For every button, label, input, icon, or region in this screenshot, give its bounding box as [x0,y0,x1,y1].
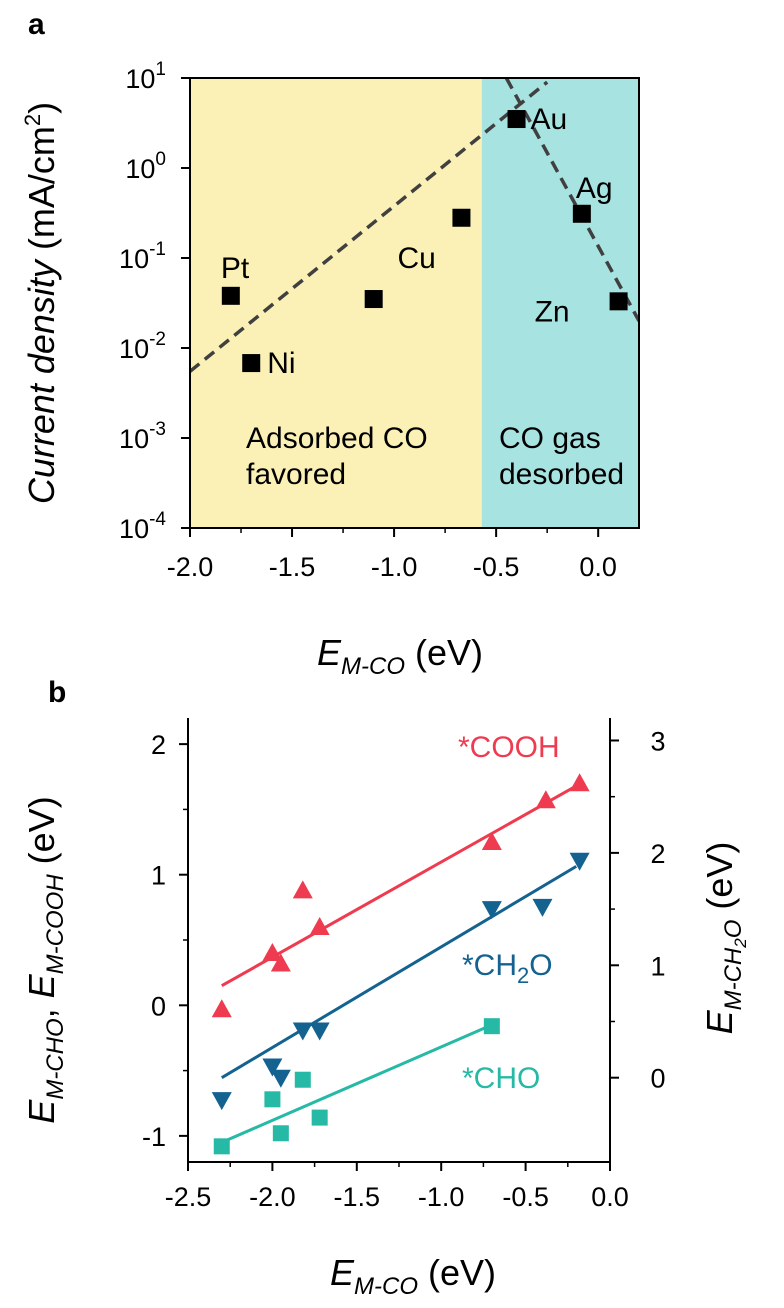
x-tick-label: -2.0 [249,1182,296,1212]
point-cho [213,1138,230,1155]
point-ch2o [569,852,590,871]
point-cooh [292,880,313,899]
y-right-tick-label: 1 [650,951,665,981]
point-zn [609,292,628,311]
fit-line-ch2o [220,865,578,1079]
point-label-au: Au [531,103,568,136]
panel-b-axes: -2.5 -2.0 -1.5 -1.0 -0.5 0.0 -1 0 1 2 0 1 2 3 [142,718,666,1212]
y-right-tick-label: 2 [650,839,665,869]
trend-line-1 [504,78,639,322]
panel-b-left-y-axis-title: EM-CHO, EM-COOH (eV) [21,796,69,1123]
point-ch2o [532,898,553,917]
panel-a-point-labels: Pt Ni Cu Au Ag Zn [221,103,613,380]
fit-line-cooh [221,784,577,988]
series-label-ch2o: *CH2O [462,949,553,988]
panel-b-points [211,773,590,1155]
x-tick-label: -1.5 [269,552,316,582]
y-left-tick-label: 2 [151,730,166,760]
x-tick-label: -1.5 [334,1182,381,1212]
point-cho [272,1125,289,1142]
x-tick-label: 0.0 [579,552,617,582]
series-label-cooh: *COOH [458,731,560,764]
x-tick-label: -2.0 [167,552,214,582]
y-tick-label: 10-4 [119,509,166,544]
point-cooh [481,832,502,851]
point-cooh [270,953,291,972]
region-desorbed-label-line1: CO gas [499,422,601,455]
point-pt [221,286,240,305]
point-cho [311,1109,328,1126]
panel-b: b *COOH *CH2O *CHO -2.5 -2.0 -1.5 -1.0 -0.5 0… [21,676,750,1300]
point-cooh [211,999,232,1018]
point-cho [294,1071,311,1088]
x-tick-label: -1.0 [418,1182,465,1212]
region-adsorbed-label-line1: Adsorbed CO [246,422,428,455]
point-ch2o [211,1092,232,1111]
point-ch2o [309,1022,330,1041]
panel-a-y-axis-title: Current density (mA/cm2) [20,102,62,504]
panel-a-x-axis: -2.0 -1.5 -1.0 -0.5 0.0 [167,528,617,582]
y-tick-label: 10-2 [119,329,166,364]
panel-a: a Adsorbed CO favored CO gas desorbed Pt… [20,8,640,680]
y-tick-label: 100 [125,149,166,184]
point-cu [452,208,471,227]
region-desorbed-label-line2: desorbed [499,458,624,491]
point-ni [242,354,261,373]
point-ch2o [262,1058,283,1077]
y-tick-label: 10-3 [119,419,166,454]
y-tick-label: 101 [125,59,166,94]
panel-a-points [221,110,628,373]
point-cooh [309,916,330,935]
y-tick-label: 10-1 [119,239,166,274]
point-cho [483,1018,500,1035]
point-label-ni: Ni [267,347,295,380]
point-label-ag: Ag [576,172,613,205]
panel-a-trend-lines [190,78,639,373]
panel-a-x-axis-title: EM-CO (eV) [317,632,483,680]
point-cooh [262,943,283,962]
y-left-tick-label: 1 [151,861,166,891]
point-ch2o [292,1022,313,1041]
panel-a-frame [189,77,640,529]
series-label-cho: *CHO [462,1062,540,1095]
y-right-tick-label: 3 [650,726,665,756]
panel-label-a: a [28,8,45,41]
x-tick-label: -1.0 [371,552,418,582]
point-ch2o [481,901,502,920]
point-cooh [535,790,556,809]
point-au [507,110,526,129]
point-label-cu: Cu [397,242,435,275]
x-tick-label: 0.0 [591,1182,629,1212]
y-right-tick-label: 0 [650,1064,665,1094]
point-label-zn: Zn [535,295,570,328]
x-tick-label: -0.5 [502,1182,549,1212]
point-unlabeled-2 [364,290,383,309]
point-label-pt: Pt [221,252,250,285]
panel-b-fit-lines [220,784,578,1144]
y-left-tick-label: 0 [151,991,166,1021]
region-adsorbed-label-line2: favored [246,458,346,491]
panel-b-x-axis-title: EM-CO (eV) [330,1252,496,1300]
point-ag [572,204,591,223]
trend-line-0 [190,80,549,373]
panel-a-y-axis: 101 100 10-1 10-2 10-3 10-4 [119,59,190,544]
panel-label-b: b [48,676,66,709]
x-tick-label: -2.5 [165,1182,212,1212]
point-cooh [569,773,590,792]
point-cho [264,1091,281,1108]
fit-line-cho [221,1023,493,1144]
panel-b-right-y-axis-title: EM-CH2O (eV) [699,842,750,1035]
point-ch2o [270,1069,291,1088]
y-left-tick-label: -1 [142,1122,166,1152]
x-tick-label: -0.5 [473,552,520,582]
